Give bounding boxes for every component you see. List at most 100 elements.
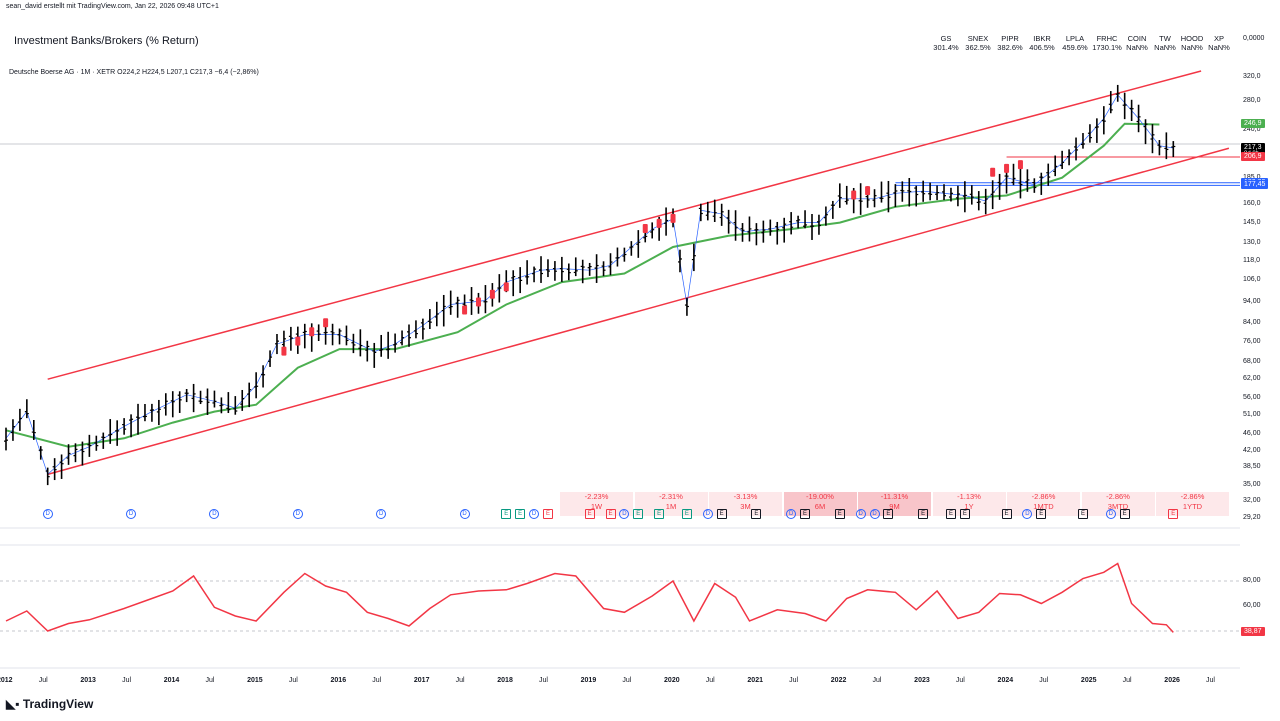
dividend-event-icon: D <box>855 509 866 519</box>
watchlist-item[interactable]: PIPR 382.6% <box>990 34 1030 52</box>
x-tick-label: 2025 <box>1080 677 1097 684</box>
performance-period: 3MTD <box>1107 502 1129 511</box>
earnings-event-icon: E <box>1036 509 1047 519</box>
x-tick-label: Jul <box>1122 677 1132 684</box>
watchlist-symbol: PIPR <box>1001 34 1019 43</box>
earnings-event-icon: E <box>834 509 845 519</box>
watchlist-symbol: TW <box>1159 34 1171 43</box>
dividend-event-icon: D <box>619 509 630 519</box>
performance-period: 1M <box>665 502 677 511</box>
earnings-event-icon: E <box>918 509 929 519</box>
x-tick-label: Jul <box>872 677 882 684</box>
price-axis-badge: 177,45 <box>1241 180 1269 190</box>
watchlist-title: Investment Banks/Brokers (% Return) <box>14 35 199 47</box>
y-tick-label: 84,00 <box>1243 319 1261 327</box>
earnings-event-icon: E <box>654 509 665 519</box>
earnings-event-icon: E <box>959 509 970 519</box>
oscillator-tick-label: 60,00 <box>1243 602 1261 609</box>
sell-signal-marker <box>670 213 676 223</box>
dividend-event-icon: D <box>209 509 220 519</box>
watchlist-return: 1730.1% <box>1092 43 1122 52</box>
x-tick-label: 2012 <box>0 677 13 684</box>
performance-box: -2.86% 1MTD <box>1007 492 1080 516</box>
zigzag-line <box>5 94 1174 476</box>
watchlist-item[interactable]: GS 301.4% <box>926 34 966 52</box>
earnings-event-icon: E <box>1077 509 1088 519</box>
y-tick-label: 320,0 <box>1243 72 1261 80</box>
sell-signal-marker <box>475 297 481 307</box>
earnings-event-icon: E <box>1001 509 1012 519</box>
y-tick-label: 38,50 <box>1243 463 1261 471</box>
earnings-event-icon: E <box>605 509 616 519</box>
y-tick-label: 106,0 <box>1243 276 1261 284</box>
tradingview-logo[interactable]: ◣▪ TradingView <box>6 697 93 711</box>
sell-signal-marker <box>1017 160 1023 170</box>
earnings-event-icon: E <box>945 509 956 519</box>
x-tick-label: 2014 <box>163 677 180 684</box>
watchlist-item[interactable]: XP NaN% <box>1199 34 1239 52</box>
x-tick-label: 2015 <box>247 677 263 684</box>
y-tick-label: 42,00 <box>1243 446 1261 454</box>
watchlist-item[interactable]: IBKR 406.5% <box>1022 34 1062 52</box>
sell-signal-marker <box>503 282 509 292</box>
x-tick-label: 2026 <box>1164 677 1180 684</box>
performance-period: 9M <box>889 502 900 511</box>
dividend-event-icon: D <box>1022 509 1033 519</box>
earnings-event-icon: E <box>681 509 692 519</box>
sell-signal-marker <box>642 224 648 234</box>
watchlist-item[interactable]: SNEX 362.5% <box>958 34 998 52</box>
y-tick-label: 240,0 <box>1243 125 1261 133</box>
oscillator-line <box>5 562 1174 633</box>
performance-value: -2.86% <box>1031 492 1056 501</box>
watchlist-symbol: COIN <box>1127 34 1147 43</box>
x-tick-label: Jul <box>622 677 632 684</box>
sell-signal-marker <box>309 327 315 337</box>
x-tick-label: Jul <box>205 677 215 684</box>
sell-signal-marker <box>295 336 301 346</box>
earnings-event-icon: E <box>542 509 553 519</box>
watchlist-symbol: IBKR <box>1033 34 1051 43</box>
earnings-event-icon: E <box>633 509 644 519</box>
dividend-event-icon: D <box>42 509 53 519</box>
x-tick-label: 2013 <box>80 677 96 684</box>
sell-signal-marker <box>865 186 871 196</box>
watchlist-item[interactable]: COIN NaN% <box>1117 34 1157 52</box>
sell-signal-marker <box>656 218 662 228</box>
y-tick-label: 76,00 <box>1243 337 1261 345</box>
y-tick-label: 94,00 <box>1243 298 1261 306</box>
watchlist-return: NaN% <box>1181 43 1203 52</box>
watchlist-return: 459.6% <box>1062 43 1088 52</box>
dividend-event-icon: D <box>376 509 387 519</box>
performance-value: -2.31% <box>659 492 683 501</box>
performance-box: -2.86% 3MTD <box>1081 492 1155 516</box>
attribution-text: sean_david erstellt mit TradingView.com,… <box>6 3 219 10</box>
x-tick-label: 2017 <box>413 677 430 684</box>
x-tick-label: 2023 <box>914 677 930 684</box>
watchlist-item[interactable]: FRHC 1730.1% <box>1087 34 1127 52</box>
earnings-event-icon: E <box>1119 509 1130 519</box>
y-tick-label: 145,0 <box>1243 218 1261 226</box>
sell-signal-marker <box>281 346 287 356</box>
watchlist-symbol: SNEX <box>967 34 989 43</box>
x-tick-label: 2024 <box>997 677 1014 684</box>
watchlist-symbol: GS <box>940 34 952 43</box>
dividend-event-icon: D <box>126 509 137 519</box>
x-tick-label: 2018 <box>497 677 513 684</box>
dividend-event-icon: D <box>702 509 713 519</box>
performance-value: -1.13% <box>957 492 981 501</box>
sell-signal-marker <box>851 190 857 200</box>
x-tick-label: 2020 <box>664 677 680 684</box>
watchlist-item[interactable]: HOOD NaN% <box>1172 34 1212 52</box>
earnings-event-icon: E <box>716 509 727 519</box>
sell-signal-marker <box>489 289 495 299</box>
dividend-event-icon: D <box>529 509 540 519</box>
watchlist-item[interactable]: TW NaN% <box>1145 34 1185 52</box>
x-tick-label: Jul <box>288 677 298 684</box>
x-tick-label: 2022 <box>830 677 847 684</box>
watchlist-return: NaN% <box>1154 43 1176 52</box>
watchlist-zero-label: 0,0000 <box>1243 35 1265 42</box>
y-tick-label: 68,00 <box>1243 358 1261 366</box>
y-tick-label: 185,0 <box>1243 174 1261 181</box>
watchlist-item[interactable]: LPLA 459.6% <box>1055 34 1095 52</box>
